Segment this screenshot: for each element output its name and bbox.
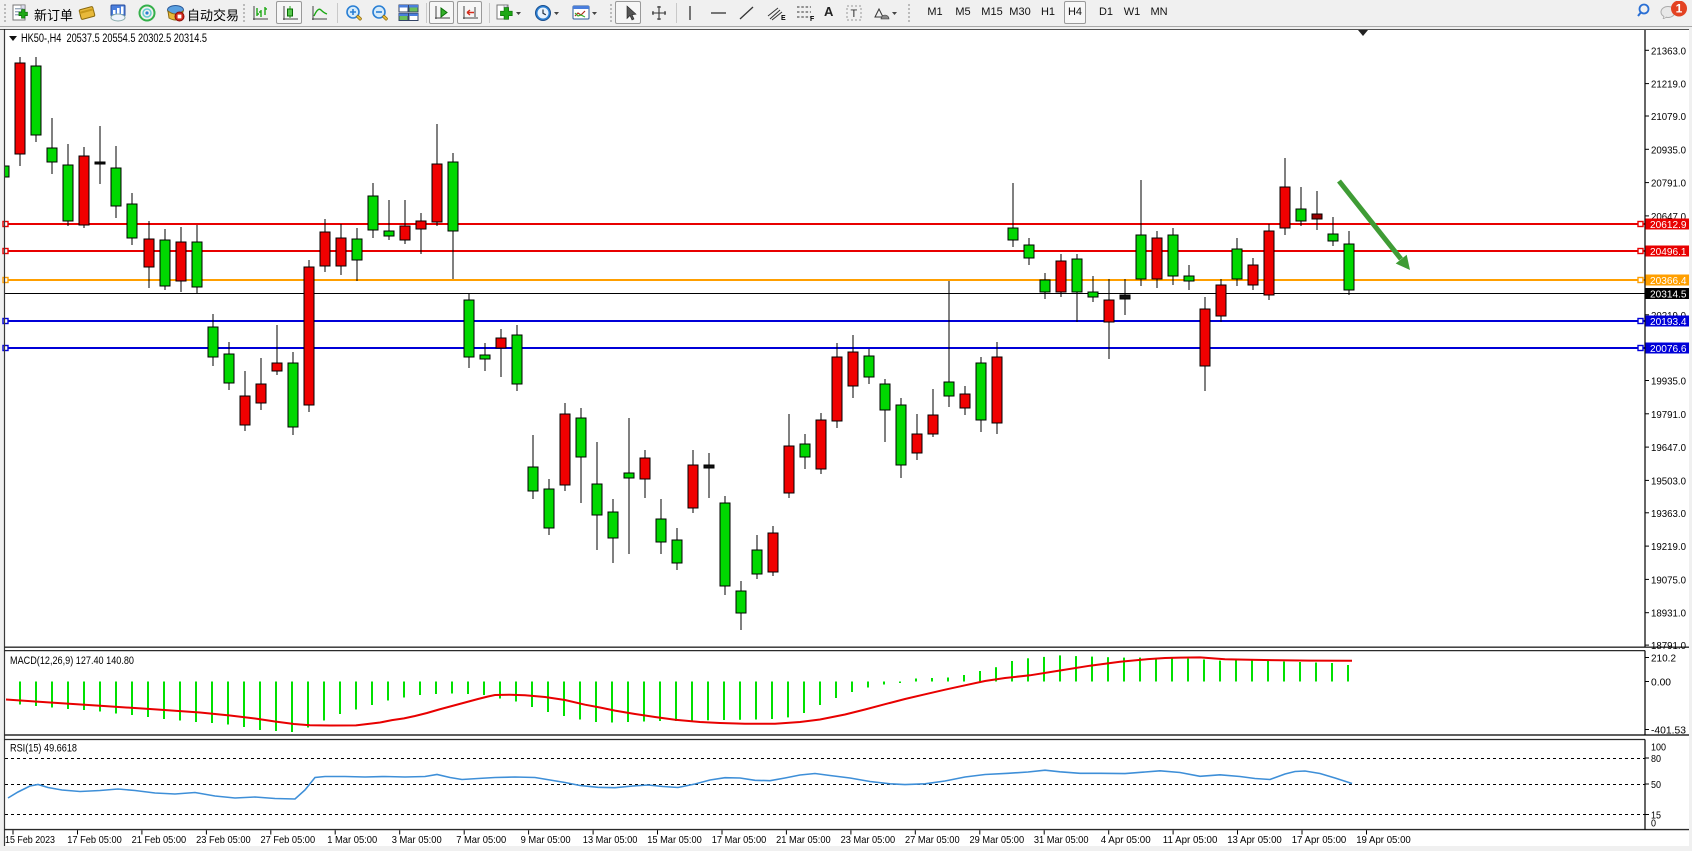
svg-text:20612.9: 20612.9 [1650,219,1687,231]
svg-text:17 Feb 05:00: 17 Feb 05:00 [67,834,122,846]
svg-text:0.00: 0.00 [1651,677,1671,689]
svg-text:100: 100 [1651,742,1666,754]
svg-text:19363.0: 19363.0 [1651,508,1686,520]
svg-text:-401.53: -401.53 [1651,725,1686,737]
svg-text:20791.0: 20791.0 [1651,178,1686,190]
svg-text:17 Mar 05:00: 17 Mar 05:00 [712,834,767,846]
svg-text:19219.0: 19219.0 [1651,541,1686,553]
svg-text:18931.0: 18931.0 [1651,608,1686,620]
svg-text:19791.0: 19791.0 [1651,409,1686,421]
svg-text:17 Apr 05:00: 17 Apr 05:00 [1292,834,1347,846]
svg-text:T: T [851,8,858,20]
svg-text:3 Mar 05:00: 3 Mar 05:00 [392,834,442,846]
svg-text:MACD(12,26,9) 127.40 140.80: MACD(12,26,9) 127.40 140.80 [10,655,134,667]
svg-text:23 Mar 05:00: 23 Mar 05:00 [841,834,896,846]
svg-text:19647.0: 19647.0 [1651,442,1686,454]
svg-text:F: F [810,16,815,22]
svg-text:21 Mar 05:00: 21 Mar 05:00 [776,834,831,846]
svg-text:9 Mar 05:00: 9 Mar 05:00 [521,834,571,846]
svg-text:21079.0: 21079.0 [1651,111,1686,123]
svg-text:1: 1 [1676,2,1683,16]
svg-text:RSI(15) 49.6618: RSI(15) 49.6618 [10,743,77,755]
svg-text:15 Mar 05:00: 15 Mar 05:00 [647,834,702,846]
svg-text:0: 0 [1651,818,1656,830]
svg-text:7 Mar 05:00: 7 Mar 05:00 [456,834,506,846]
svg-text:50: 50 [1651,779,1661,791]
svg-text:29 Mar 05:00: 29 Mar 05:00 [970,834,1025,846]
svg-text:15 Feb 2023: 15 Feb 2023 [5,834,55,846]
svg-text:19935.0: 19935.0 [1651,376,1686,388]
svg-text:11 Apr 05:00: 11 Apr 05:00 [1163,834,1218,846]
svg-text:21219.0: 21219.0 [1651,79,1686,91]
svg-text:19 Apr 05:00: 19 Apr 05:00 [1356,834,1411,846]
svg-text:E: E [781,15,786,22]
svg-text:20193.4: 20193.4 [1650,316,1687,328]
svg-text:20314.5: 20314.5 [1650,289,1687,301]
svg-text:210.2: 210.2 [1651,653,1676,665]
svg-text:20935.0: 20935.0 [1651,144,1686,156]
svg-text:13 Apr 05:00: 13 Apr 05:00 [1227,834,1282,846]
svg-text:27 Mar 05:00: 27 Mar 05:00 [905,834,960,846]
svg-text:21363.0: 21363.0 [1651,45,1686,57]
svg-text:19075.0: 19075.0 [1651,574,1686,586]
svg-text:20496.1: 20496.1 [1650,246,1687,258]
svg-text:4 Apr 05:00: 4 Apr 05:00 [1101,834,1151,846]
svg-text:13 Mar 05:00: 13 Mar 05:00 [583,834,638,846]
svg-text:31 Mar 05:00: 31 Mar 05:00 [1034,834,1089,846]
svg-text:19503.0: 19503.0 [1651,475,1686,487]
svg-text:27 Feb 05:00: 27 Feb 05:00 [261,834,316,846]
svg-text:20366.4: 20366.4 [1650,275,1687,287]
svg-text:HK50-,H4 20537.5 20554.5 2030: HK50-,H4 20537.5 20554.5 20302.5 20314.5 [21,33,207,45]
svg-text:21 Feb 05:00: 21 Feb 05:00 [132,834,187,846]
svg-text:23 Feb 05:00: 23 Feb 05:00 [196,834,251,846]
svg-text:20076.6: 20076.6 [1650,343,1687,355]
svg-text:1 Mar 05:00: 1 Mar 05:00 [327,834,377,846]
svg-text:80: 80 [1651,753,1661,765]
svg-text:15: 15 [1651,810,1661,822]
svg-text:18791.0: 18791.0 [1651,640,1686,652]
